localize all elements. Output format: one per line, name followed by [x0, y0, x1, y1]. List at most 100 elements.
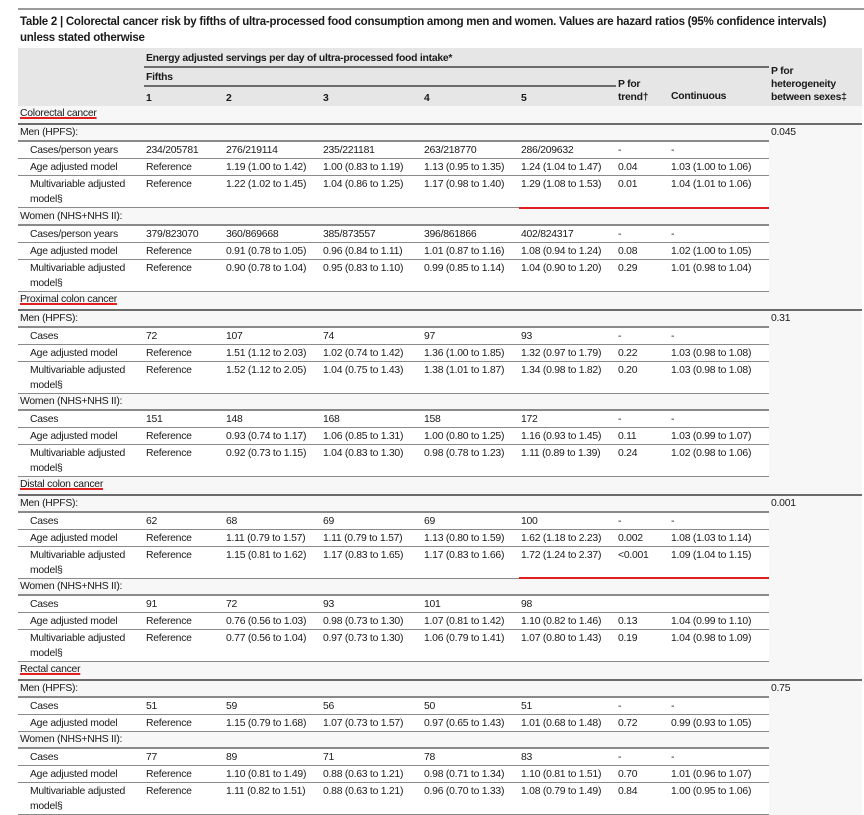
cell-continuous: 1.03 (1.00 to 1.06) [669, 158, 770, 176]
table-row: Multivariable adjusted model§ Reference 0.… [18, 259, 862, 292]
cell-fifth-5: 51 [519, 697, 616, 715]
cell-continuous: 1.02 (1.00 to 1.05) [669, 242, 770, 260]
row-label: Cases/person years [18, 224, 144, 243]
row-label: Age adjusted model [18, 529, 144, 547]
cell-fifth-3: 1.04 (0.86 to 1.25) [321, 175, 422, 208]
cell-fifth-5: 172 [519, 409, 616, 428]
cell-fifth-3: 93 [321, 595, 422, 613]
cell-fifth-2: 1.22 (1.02 to 1.45) [224, 175, 321, 208]
cell-fifth-4: 263/218770 [422, 141, 519, 159]
cell-fifth-5: 98 [519, 595, 616, 613]
cell-p-trend: - [616, 326, 669, 345]
row-label: Cases [18, 326, 144, 345]
cell-continuous: 1.03 (0.98 to 1.08) [669, 344, 770, 362]
cell-fifth-1: Reference [144, 546, 224, 579]
row-label-text: Multivariable adjusted model§ [30, 179, 125, 205]
row-label: Multivariable adjusted model§ [18, 782, 144, 815]
cell-p-trend: 0.72 [616, 714, 669, 732]
section-row: Rectal cancer [18, 661, 863, 681]
cell-continuous: 1.03 (0.98 to 1.08) [669, 361, 770, 394]
row-label: Age adjusted model [18, 427, 144, 445]
cell-p-trend: - [616, 697, 669, 715]
section-row: Distal colon cancer [18, 476, 863, 496]
cell-fifth-4: 0.98 (0.71 to 1.34) [422, 765, 519, 783]
cell-fifth-2: 107 [224, 326, 321, 345]
cell-p-trend: 0.002 [616, 529, 669, 547]
cell-p-trend: 0.11 [616, 427, 669, 445]
cell-fifth-4: 1.07 (0.81 to 1.42) [422, 612, 519, 630]
table-row: Cases 91 72 93 101 98 [18, 595, 862, 613]
cell-fifth-2: 59 [224, 697, 321, 715]
row-label: Cases [18, 595, 144, 613]
cell-fifth-2: 1.19 (1.00 to 1.42) [224, 158, 321, 176]
cell-fifth-5: 93 [519, 326, 616, 345]
cell-continuous: 1.01 (0.96 to 1.07) [669, 765, 770, 783]
cell-continuous: - [669, 141, 770, 159]
cell-fifth-2: 148 [224, 409, 321, 428]
row-label: Cases [18, 511, 144, 530]
cell-fifth-1: Reference [144, 714, 224, 732]
header-fifths: Fifths [144, 67, 616, 87]
cell-fifth-2: 0.93 (0.74 to 1.17) [224, 427, 321, 445]
table-row: Multivariable adjusted model§ Reference 1.… [18, 361, 862, 394]
cell-fifth-4: 0.99 (0.85 to 1.14) [422, 259, 519, 292]
cell-fifth-4: 1.00 (0.80 to 1.25) [422, 427, 519, 445]
cell-fifth-5: 100 [519, 511, 616, 530]
cell-fifth-4: 78 [422, 748, 519, 766]
group-label: Men (HPFS): [18, 309, 770, 328]
cell-fifth-5: 1.62 (1.18 to 2.23) [519, 529, 616, 547]
cell-continuous: - [669, 224, 770, 243]
table-row: Age adjusted model Reference 0.76 (0.56 to… [18, 612, 862, 630]
cell-p-trend: - [616, 224, 669, 243]
group-row: Women (NHS+NHS II): [18, 393, 862, 411]
cell-fifth-3: 1.02 (0.74 to 1.42) [321, 344, 422, 362]
cell-continuous: - [669, 326, 770, 345]
cell-fifth-2: 360/869668 [224, 224, 321, 243]
group-label: Women (NHS+NHS II): [18, 393, 770, 411]
cell-fifth-4: 97 [422, 326, 519, 345]
table-row: Age adjusted model Reference 1.10 (0.81 to… [18, 765, 862, 783]
cell-fifth-2: 0.76 (0.56 to 1.03) [224, 612, 321, 630]
cell-fifth-3: 1.06 (0.85 to 1.31) [321, 427, 422, 445]
cell-fifth-3: 1.07 (0.73 to 1.57) [321, 714, 422, 732]
cell-fifth-4: 396/861866 [422, 224, 519, 243]
cell-continuous: 1.09 (1.04 to 1.15) [669, 546, 770, 579]
cell-continuous: - [669, 511, 770, 530]
cell-fifth-5: 1.10 (0.82 to 1.46) [519, 612, 616, 630]
cell-fifth-1: 51 [144, 697, 224, 715]
cell-fifth-5: 402/824317 [519, 224, 616, 243]
table-row: Cases 151 148 168 158 172- - [18, 409, 862, 428]
table-row: Cases 51 59 56 50 51- - [18, 697, 862, 715]
row-label-text: Multivariable adjusted model§ [30, 447, 125, 474]
cell-fifth-1: Reference [144, 242, 224, 260]
cell-fifth-5: 83 [519, 748, 616, 766]
cell-fifth-1: 62 [144, 511, 224, 530]
table-row: Age adjusted model Reference 1.11 (0.79 to… [18, 529, 862, 547]
row-label-text: Multivariable adjusted model§ [30, 364, 125, 391]
cell-continuous: 1.08 (1.03 to 1.14) [669, 529, 770, 547]
cell-fifth-3: 168 [321, 409, 422, 428]
cell-fifth-5: 1.29 (1.08 to 1.53) [519, 175, 616, 209]
cell-fifth-5: 1.34 (0.98 to 1.82) [519, 361, 616, 394]
cell-fifth-3: 1.17 (0.83 to 1.65) [321, 546, 422, 579]
header-blank [18, 48, 144, 67]
row-label: Age adjusted model [18, 714, 144, 732]
cell-p-trend: - [616, 748, 669, 766]
cell-fifth-3: 0.88 (0.63 to 1.21) [321, 765, 422, 783]
section-row: Colorectal cancer [18, 106, 863, 125]
header-continuous: Continuous [669, 67, 770, 106]
group-row: Women (NHS+NHS II): [18, 207, 862, 226]
table-title: Table 2 | Colorectal cancer risk by fift… [20, 16, 827, 44]
cell-fifth-4: 1.01 (0.87 to 1.16) [422, 242, 519, 260]
cell-continuous: 1.03 (0.99 to 1.07) [669, 427, 770, 445]
cell-continuous: - [669, 697, 770, 715]
results-table: Energy adjusted servings per day of ultr… [18, 48, 863, 815]
header-group-label: Energy adjusted servings per day of ultr… [144, 48, 770, 68]
cell-p-trend: 0.24 [616, 444, 669, 477]
cell-fifth-5: 1.07 (0.80 to 1.43) [519, 629, 616, 662]
cell-p-trend: 0.19 [616, 629, 669, 662]
table-row: Age adjusted model Reference 1.15 (0.79 to… [18, 714, 862, 732]
cell-p-trend: 0.22 [616, 344, 669, 362]
cell-fifth-3: 1.11 (0.79 to 1.57) [321, 529, 422, 547]
cell-fifth-4: 1.06 (0.79 to 1.41) [422, 629, 519, 662]
